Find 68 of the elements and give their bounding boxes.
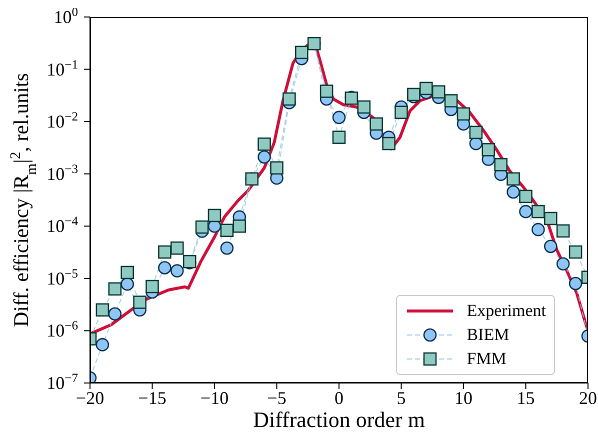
point — [108, 282, 122, 296]
legend-label: BIEM — [466, 325, 510, 345]
y-tick-label: 10$^{−1}$ — [46, 57, 78, 80]
point — [544, 212, 558, 226]
point — [232, 219, 246, 233]
point — [519, 190, 532, 204]
point — [568, 276, 582, 290]
point — [170, 241, 184, 255]
y-tick-label: 10$^{−5}$ — [46, 266, 78, 288]
y-tick-label: 10$^{−6}$ — [46, 318, 78, 341]
point — [420, 82, 433, 96]
point — [382, 136, 396, 150]
legend-label: FMM — [466, 349, 506, 369]
y-tick-label: 10$^{−7}$ — [46, 371, 78, 393]
x-tick-label: 15 — [516, 388, 535, 408]
point — [282, 92, 296, 106]
point — [568, 245, 582, 259]
point — [208, 208, 222, 222]
point — [220, 224, 234, 238]
point — [432, 85, 446, 99]
point — [394, 106, 408, 120]
x-tick-label: 20 — [579, 388, 597, 408]
point — [195, 220, 209, 234]
point — [506, 185, 520, 199]
x-tick-label: −5 — [267, 388, 286, 408]
x-tick-label: 5 — [396, 388, 406, 408]
x-tick-label: −20 — [76, 388, 104, 408]
point — [270, 161, 284, 175]
point — [332, 110, 346, 124]
point — [320, 84, 334, 98]
point — [444, 94, 458, 108]
point — [96, 303, 110, 317]
point — [519, 204, 532, 218]
point — [133, 296, 146, 309]
y-tick-label: 10$^{−4}$ — [46, 214, 79, 236]
point — [482, 143, 496, 156]
point — [544, 240, 558, 254]
point — [120, 266, 134, 280]
point — [357, 100, 371, 114]
point — [258, 150, 271, 164]
x-tick-label: 0 — [334, 388, 344, 408]
point — [494, 158, 508, 172]
legend-label: Experiment — [466, 301, 546, 321]
point — [532, 204, 545, 218]
point — [120, 277, 134, 291]
point — [332, 130, 346, 144]
point — [158, 261, 172, 274]
point — [532, 222, 545, 236]
point — [170, 264, 184, 278]
point — [469, 126, 483, 140]
y-tick-label: 10$^{−3}$ — [46, 162, 78, 184]
point — [556, 257, 570, 271]
x-tick-label: −10 — [200, 388, 229, 408]
point — [220, 241, 234, 255]
point — [556, 224, 570, 238]
x-tick-label: −15 — [138, 388, 166, 408]
point — [295, 46, 308, 60]
point — [258, 138, 271, 151]
point — [96, 338, 110, 352]
point — [506, 172, 520, 186]
point — [108, 307, 122, 321]
point — [370, 117, 383, 131]
y-tick-label: 10$^{−2}$ — [46, 110, 78, 132]
point — [146, 280, 159, 294]
x-axis-title: Diffraction order m — [253, 407, 425, 432]
point — [158, 245, 172, 259]
x-tick-label: 10 — [454, 388, 472, 408]
point — [456, 107, 470, 121]
